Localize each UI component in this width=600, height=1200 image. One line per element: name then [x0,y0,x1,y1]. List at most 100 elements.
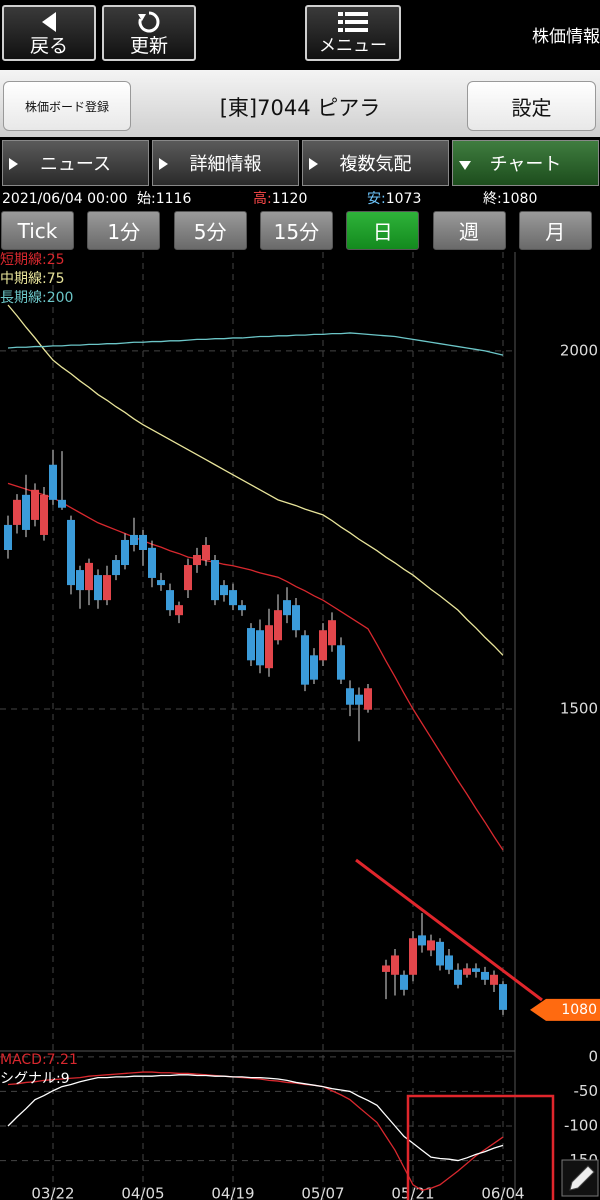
back-label: 戻る [29,35,68,57]
quote-label: 終: [483,191,502,207]
quote-value: 1116 [155,191,192,207]
candle-body [202,544,210,561]
candle-body [391,955,399,975]
candle-body [265,625,273,669]
quote-item: 終:1080 [483,189,537,209]
candle-body [193,555,201,566]
candle-body [472,968,480,972]
candle-body [400,974,408,990]
period-button[interactable]: 月 [518,211,592,250]
quote-value: 1120 [271,191,308,207]
y-tick-label: -100 [564,1117,598,1135]
tab-button[interactable]: 複数気配 [302,140,449,186]
y-tick-label: -50 [574,1082,599,1100]
candle-body [94,575,102,601]
candle-body [40,494,48,535]
legend-entry: MACD:7.21 [0,1052,78,1068]
refresh-label: 更新 [129,35,168,57]
candle-body [157,580,165,586]
menu-button[interactable]: メニュー [305,5,401,61]
macd-line [7,1074,504,1162]
trend-line-drawing [355,858,543,1002]
quote-label: 高: [253,191,272,207]
candle-body [274,610,282,641]
candle-body [67,519,75,586]
candle-body [184,565,192,591]
candle-body [211,560,219,601]
candle-body [112,560,120,576]
candle-body [490,974,498,985]
candle-body [13,499,21,525]
candle-body [139,534,147,550]
candle-body [256,630,264,666]
candle-body [436,941,444,966]
candle-body [76,570,84,591]
quote-value: 1073 [385,191,422,207]
candle-body [337,645,345,680]
pencil-icon [569,1165,595,1191]
menu-icon [338,12,368,32]
tab-button[interactable]: ニュース [2,140,149,186]
candle-body [445,955,453,970]
candle-body [31,489,39,520]
candle-body [328,620,336,646]
legend-entry: 長期線:200 [0,290,73,306]
quote-value: 1080 [501,191,538,207]
x-tick-label: 06/04 [481,1185,524,1200]
quote-label: 始: [137,191,156,207]
candle-body [22,494,30,530]
candle-body [175,605,183,616]
back-button[interactable]: 戻る [2,5,96,61]
candle-body [409,938,417,975]
tab-button[interactable]: チャート [452,140,599,186]
period-button[interactable]: 日 [346,211,420,250]
candle-body [364,688,372,710]
tab-button[interactable]: 詳細情報 [152,140,299,186]
last-price-label: 1080 [561,1002,597,1018]
settings-button[interactable]: 設定 [467,81,596,131]
candle-body [346,688,354,705]
quote-item: 安:1073 [367,189,421,209]
x-tick-label: 03/22 [31,1185,74,1200]
candle-body [355,694,363,705]
candle-body [463,968,471,975]
back-icon [42,12,56,32]
period-button[interactable]: 15分 [259,211,333,250]
pencil-button[interactable] [561,1159,599,1197]
quote-datetime: 2021/06/04 00:00 [2,191,128,207]
period-button[interactable]: 1分 [87,211,161,250]
x-tick-label: 04/05 [121,1185,164,1200]
period-button[interactable]: 5分 [173,211,247,250]
period-button[interactable]: Tick [1,211,74,250]
candle-body [310,655,318,680]
moving-average-line [7,304,504,656]
quote-item: 始:1116 [137,189,191,209]
candle-body [238,605,246,611]
quote-item: 高:1120 [253,189,307,209]
candle-body [499,984,507,1010]
candle-body [418,935,426,946]
candle-body [382,965,390,972]
candle-body [49,464,57,500]
refresh-button[interactable]: 更新 [102,5,196,61]
candle-body [319,630,327,661]
candle-body [58,499,66,508]
candle-body [85,562,93,591]
register-button[interactable]: 株価ボード登録 [3,81,131,131]
candle-body [220,585,228,596]
y-tick-label: 0 [588,1047,598,1065]
quote-label: 安: [367,191,386,207]
candle-body [121,539,129,566]
moving-average-line [7,482,504,851]
y-tick-label: 1500 [560,700,598,718]
period-button[interactable]: 週 [432,211,506,250]
x-tick-label: 05/21 [391,1185,434,1200]
candle-body [4,524,12,550]
highlight-box-drawing [406,1094,555,1200]
moving-average-line [7,332,504,356]
candle-body [283,600,291,616]
legend-entry: シグナル:9 [0,1071,70,1087]
